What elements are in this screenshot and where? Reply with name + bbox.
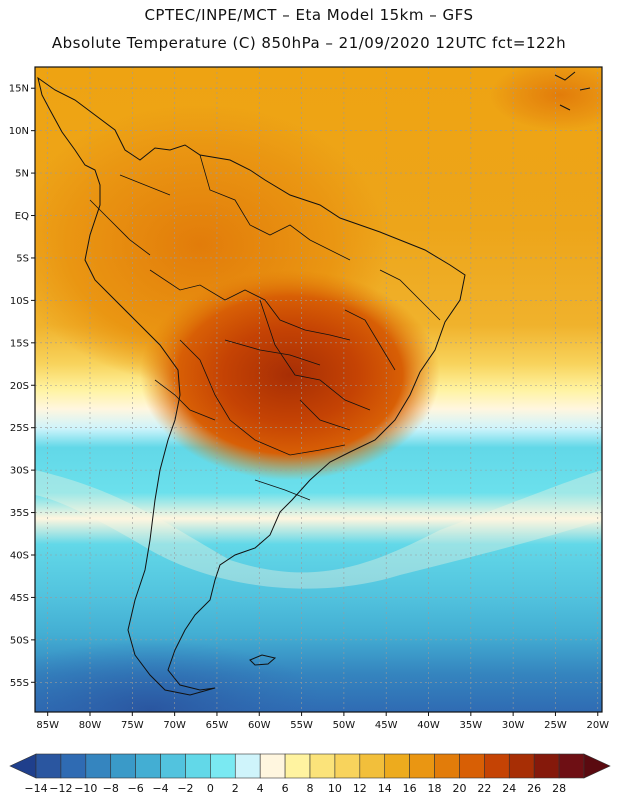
colorbar-label: −6 [128,782,144,795]
latitude-labels: 15N 10N 5N EQ 5S 10S 15S 20S 25S 30S 35S 40S 45S 50S 5… [9,84,35,689]
colorbar-label: 18 [428,782,442,795]
lon-label: 55W [290,720,313,731]
lat-label: 5N [15,169,29,180]
colorbar-label: 0 [207,782,214,795]
lon-label: 70W [163,720,186,731]
lat-label: 35S [10,508,29,519]
colorbar-swatch [259,753,286,779]
lon-label: 25W [544,720,567,731]
lon-label: 35W [460,720,483,731]
caribbean-islands [554,71,591,111]
falkland-islands [249,654,277,666]
colorbar-swatch [434,753,460,779]
lon-label: 45W [375,720,398,731]
lat-label: EQ [15,211,29,222]
lon-label: 75W [121,720,144,731]
lon-label: 60W [248,720,271,731]
cold-region-south [35,640,330,712]
map-title: CPTEC/INPE/MCT – Eta Model 15km – GFS [144,6,474,24]
colorbar-swatch [110,753,136,779]
colorbar-swatch [234,753,261,779]
lon-label: 85W [36,720,59,731]
lat-label: 10S [10,296,29,307]
lon-label: 40W [417,720,440,731]
lat-label: 55S [10,678,29,689]
colorbar-label: 20 [452,782,466,795]
colorbar-label: 22 [477,782,491,795]
colorbar-label: −8 [103,782,119,795]
colorbar-swatch [185,753,211,779]
colorbar-swatch [334,753,361,779]
map-frame [34,66,603,713]
lat-label: 5S [16,253,29,264]
lat-label: 40S [10,550,29,561]
colorbar-swatch [85,753,112,779]
colorbar-label: 6 [282,782,289,795]
colorbar-label: −12 [49,782,72,795]
lat-label: 50S [10,635,29,646]
lon-label: 30W [502,720,525,731]
colorbar-swatch [508,753,535,779]
south-america-coastline [37,76,466,696]
lon-label: 50W [333,720,356,731]
colorbar-label: 28 [552,782,566,795]
transition-band [35,470,602,589]
map-field [35,67,602,712]
colorbar-label: 8 [307,782,314,795]
colorbar-low-arrow [9,753,37,779]
colorbar-labels: −14 −12 −10 −8 −6 −4 −2 0 2 4 6 8 10 12 14 16 18 20 22 24 26… [24,782,566,795]
lat-label: 45S [10,593,29,604]
map-subtitle: Absolute Temperature (C) 850hPa – 21/09/… [51,34,567,52]
colorbar-swatch [533,753,560,779]
coastlines-and-borders [37,71,591,696]
colorbar-swatch [484,753,510,779]
colorbar-swatch [60,753,87,779]
colorbar-label: 10 [328,782,342,795]
lat-label: 10N [9,126,29,137]
colorbar-swatch [409,753,435,779]
colorbar-label: 24 [502,782,516,795]
colorbar-label: −4 [152,782,168,795]
colorbar-label: −14 [24,782,47,795]
colorbar-swatch [359,753,386,779]
colorbar-label: 14 [378,782,392,795]
colorbar-swatch [284,753,311,779]
longitude-labels: 85W 80W 75W 70W 65W 60W 55W 50W 45W 40W 35W 30W 25W 2… [36,712,609,731]
colorbar-swatch [459,753,485,779]
colorbar-swatch [384,753,410,779]
colorbar-swatches [9,753,611,779]
lon-label: 20W [586,720,609,731]
colorbar-swatch [135,753,161,779]
colorbar-label: 2 [232,782,239,795]
lat-label: 30S [10,466,29,477]
colorbar-swatch [558,753,585,779]
lat-label: 15N [9,84,29,95]
lon-label: 65W [206,720,229,731]
warm-region-northeast [490,67,602,130]
lon-label: 80W [79,720,102,731]
colorbar-label: 26 [527,782,541,795]
colorbar-swatch [210,753,236,779]
lat-label: 20S [10,381,29,392]
colorbar-label: 16 [403,782,417,795]
brazil-border [89,154,441,501]
colorbar-label: −10 [74,782,97,795]
colorbar-high-arrow [583,753,611,779]
colorbar-label: 4 [257,782,264,795]
lat-label: 15S [10,338,29,349]
colorbar-swatch [35,753,62,779]
colorbar-swatch [309,753,336,779]
lat-label: 25S [10,423,29,434]
colorbar-swatch [160,753,186,779]
colorbar-label: −2 [177,782,193,795]
colorbar-label: 12 [353,782,367,795]
